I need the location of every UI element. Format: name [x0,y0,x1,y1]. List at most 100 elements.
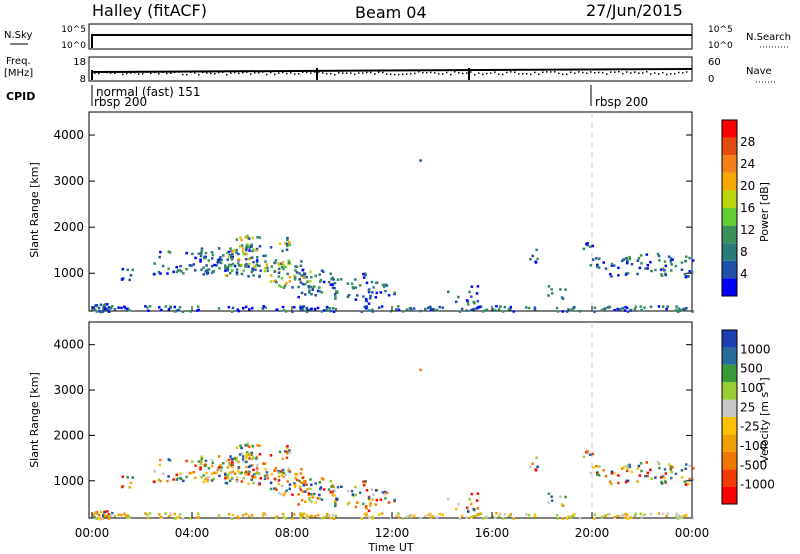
nave-point [442,73,444,75]
echo-cell [470,295,473,298]
echo-cell [646,267,649,270]
echo-cell [360,310,364,313]
echo-cell [244,465,248,469]
echo-cell [465,309,469,312]
nave-point [658,73,660,75]
echo-cell [582,455,586,459]
echo-cell [675,512,678,515]
echo-cell [224,274,228,277]
echo-cell [107,307,110,311]
echo-cell [409,515,413,519]
freq-unit: [MHz] [4,68,33,79]
echo-cell [308,291,311,294]
echo-cell [691,259,695,262]
echo-cell [533,306,537,309]
echo-cell [424,307,427,311]
echo-cell [626,310,630,313]
echo-cell [230,268,234,272]
nave-point [254,72,256,74]
echo-cell [231,306,235,310]
echo-cell [321,270,325,273]
echo-cell [470,285,474,288]
echo-cell [244,265,247,268]
echo-cell [318,493,321,497]
nave-point [226,73,228,76]
echo-cell [207,268,211,271]
echo-cell [295,265,299,268]
echo-cell [381,283,385,287]
nave-point [538,73,540,75]
y-tick-label: 3000 [53,383,84,397]
nave-point [522,73,524,75]
echo-cell [368,504,372,507]
echo-cell [200,459,203,463]
echo-cell [189,310,192,313]
echo-cell [106,303,109,306]
echo-cell [680,476,684,479]
echo-cell [330,485,333,488]
nave-point [426,72,428,74]
echo-cell [485,515,489,519]
echo-cell [427,513,430,517]
echo-cell [240,272,244,276]
echo-cell [595,257,598,260]
echo-cell [371,308,374,312]
echo-cell [107,517,111,520]
echo-cell [302,512,306,515]
echo-cell [298,479,301,483]
echo-cell [305,306,309,310]
echo-cell [559,288,562,291]
echo-cell [169,512,172,516]
echo-cell [367,290,371,294]
echo-cell [536,257,539,261]
nave-point [662,72,664,74]
echo-cell [285,244,289,248]
echo-cell [325,515,329,518]
echo-cell [167,458,171,461]
colorbar-segment [722,469,737,487]
echo-cell [280,473,284,477]
echo-cell [177,515,180,519]
echo-cell [286,236,289,240]
echo-cell [473,514,476,518]
echo-cell [367,289,371,292]
echo-cell [375,291,379,295]
colorbar-tick-label: -1000 [740,478,775,492]
echo-cell [252,481,255,485]
echo-cell [428,512,432,516]
echo-cell [217,455,221,458]
nave-point [594,72,596,74]
cpid-label: CPID [6,90,35,103]
echo-cell [473,301,476,304]
echo-cell [273,469,277,472]
power-y-ticks: 1000 2000 3000 4000 [53,128,692,280]
echo-cell [405,515,409,519]
echo-cell [288,280,292,283]
echo-cell [683,514,686,518]
nave-point [218,71,220,74]
colorbar-tick-label: -500 [740,458,767,472]
echo-cell [362,272,365,276]
echo-cell [309,270,312,274]
echo-cell [569,516,573,519]
echo-cell [550,292,554,295]
echo-cell [578,309,582,313]
echo-cell [334,514,338,518]
echo-cell [387,501,391,504]
echo-cell [363,512,367,516]
nave-point [202,71,204,74]
echo-cell [235,248,238,252]
echo-cell [121,277,124,281]
echo-cell [639,512,643,515]
nsky-tick-bottom: 10^0 [61,41,86,51]
echo-cell [336,485,340,489]
echo-cell [194,464,197,467]
nave-point [170,72,172,74]
echo-cell [333,500,337,503]
echo-cell [264,260,267,263]
nave-point [498,73,500,75]
echo-cell [671,258,674,261]
echo-cell [610,275,613,278]
echo-cell [556,310,560,313]
nave-point [282,71,284,74]
